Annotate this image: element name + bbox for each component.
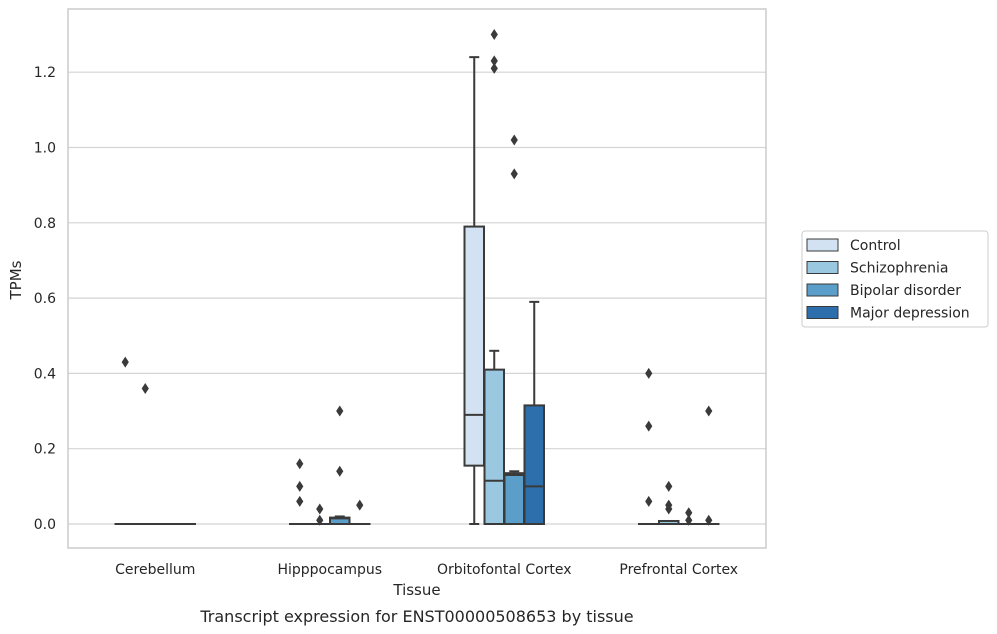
legend-swatch	[806, 283, 839, 297]
x-tick-label: Prefrontal Cortex	[619, 562, 738, 578]
box-body	[523, 404, 545, 525]
outlier-point	[336, 405, 344, 417]
y-axis-label: TPMs	[7, 260, 25, 300]
outlier-point	[490, 62, 498, 74]
y-tick-label: 0.0	[34, 517, 56, 533]
box-2-1	[483, 29, 505, 526]
outlier-point	[316, 514, 324, 526]
box-3-3	[698, 405, 720, 526]
outlier-point	[705, 405, 713, 417]
box-3-0	[638, 367, 660, 526]
outlier-point	[316, 503, 324, 515]
box-1-1	[309, 503, 331, 526]
y-tick-label: 1.0	[34, 141, 56, 157]
outlier-point	[645, 495, 653, 507]
outlier-point	[296, 458, 304, 470]
outlier-point	[336, 465, 344, 477]
outlier-point	[685, 507, 693, 519]
box-3-2	[678, 507, 700, 526]
legend-swatch	[806, 238, 839, 252]
outlier-point	[121, 356, 129, 368]
box-2-2	[503, 134, 525, 525]
y-tick-label: 0.8	[34, 216, 56, 232]
x-axis-label: Tissue	[392, 581, 440, 599]
box-3-1	[658, 480, 680, 525]
box-2-0	[463, 56, 485, 525]
legend-frame	[801, 230, 989, 328]
box-body	[483, 368, 505, 526]
box-body	[503, 472, 525, 525]
x-tick-label: Orbitofontal Cortex	[437, 562, 572, 578]
y-tick-label: 0.6	[34, 291, 56, 307]
legend-label: Schizophrenia	[850, 261, 948, 277]
outlier-point	[510, 168, 518, 180]
chart-caption: Transcript expression for ENST0000050865…	[199, 607, 633, 626]
y-tick-label: 0.2	[34, 442, 56, 458]
x-tick-labels: Cerebellum Hipppocampus Orbitofontal Corte…	[115, 562, 738, 578]
outlier-point	[510, 134, 518, 146]
outlier-point	[141, 382, 149, 394]
legend-swatch	[806, 261, 839, 274]
box-1-0	[289, 458, 311, 526]
box-0-1	[134, 382, 156, 526]
outlier-point	[705, 514, 713, 526]
box-2-3	[523, 300, 545, 525]
outlier-point	[296, 495, 304, 507]
y-tick-label: 1.2	[34, 65, 56, 81]
legend: Control Schizophrenia Bipolar disorder Majo…	[801, 230, 989, 328]
outlier-point	[356, 499, 364, 511]
plot-frame	[67, 8, 767, 549]
grid-lines	[68, 71, 766, 525]
y-tick-labels: 0.0 0.2 0.4 0.6 0.8 1.0 1.2	[34, 65, 56, 533]
outlier-point	[665, 503, 673, 515]
outlier-point	[490, 55, 498, 67]
box-1-2	[329, 405, 351, 525]
legend-label: Control	[850, 238, 901, 254]
x-tick-label: Cerebellum	[115, 562, 195, 578]
y-tick-label: 0.4	[34, 366, 56, 382]
outlier-point	[490, 29, 498, 41]
outlier-point	[685, 514, 693, 526]
box-groups	[114, 29, 720, 526]
outlier-point	[645, 367, 653, 379]
legend-swatch	[806, 306, 839, 319]
outlier-point	[296, 480, 304, 492]
box-1-3	[349, 499, 371, 526]
box-body	[463, 225, 485, 467]
legend-label: Major depression	[850, 306, 970, 322]
outlier-point	[665, 480, 673, 492]
legend-label: Bipolar disorder	[850, 283, 961, 299]
box-0-0	[114, 356, 136, 526]
x-tick-label: Hipppocampus	[277, 562, 382, 578]
outlier-point	[645, 420, 653, 432]
